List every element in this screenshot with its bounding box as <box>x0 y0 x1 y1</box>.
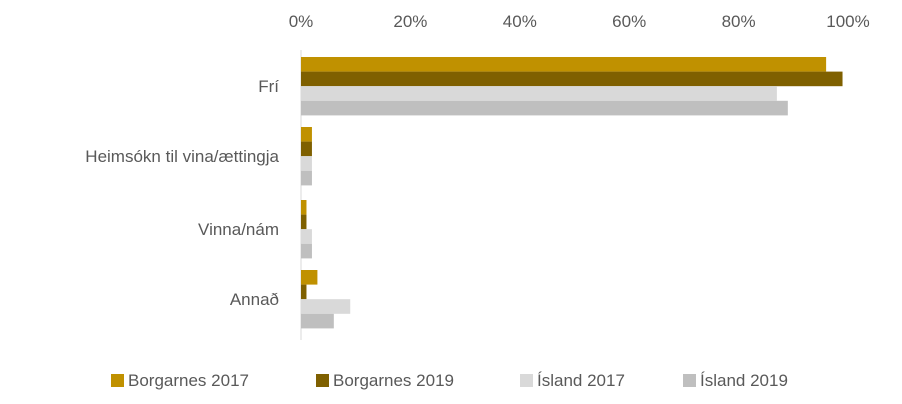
x-tick-label: 0% <box>289 12 314 31</box>
bar <box>301 86 777 101</box>
category-labels: Frí Heimsókn til vina/ættingja Vinna/nám An… <box>85 77 279 309</box>
bar <box>301 270 318 285</box>
category-label: Heimsókn til vina/ættingja <box>85 147 279 166</box>
bar <box>301 100 788 116</box>
legend-swatch <box>520 374 533 387</box>
x-tick-label: 100% <box>826 12 869 31</box>
category-label: Frí <box>258 77 279 96</box>
category-label: Annað <box>230 290 279 309</box>
bar <box>301 170 312 186</box>
x-tick-label: 40% <box>503 12 537 31</box>
legend-swatch <box>683 374 696 387</box>
bar <box>301 229 312 244</box>
x-tick-label: 80% <box>722 12 756 31</box>
bar <box>301 284 307 300</box>
legend-label: Borgarnes 2019 <box>333 371 454 390</box>
legend: Borgarnes 2017 Borgarnes 2019 Ísland 2017 Í… <box>111 371 788 390</box>
x-axis-ticks: 0% 20% 40% 60% 80% 100% <box>289 12 870 31</box>
legend-label: Ísland 2019 <box>700 371 788 390</box>
bar <box>301 127 312 142</box>
bar <box>301 299 351 314</box>
bar <box>301 156 312 171</box>
x-tick-label: 60% <box>612 12 646 31</box>
bars <box>301 57 843 329</box>
bar <box>301 57 827 72</box>
legend-label: Borgarnes 2017 <box>128 371 249 390</box>
x-tick-label: 20% <box>393 12 427 31</box>
bar <box>301 214 307 230</box>
bar <box>301 71 843 87</box>
bar <box>301 243 312 259</box>
legend-swatch <box>111 374 124 387</box>
bar <box>301 313 334 329</box>
legend-swatch <box>316 374 329 387</box>
legend-label: Ísland 2017 <box>537 371 625 390</box>
category-label: Vinna/nám <box>198 220 279 239</box>
bar <box>301 141 312 157</box>
bar <box>301 200 307 215</box>
